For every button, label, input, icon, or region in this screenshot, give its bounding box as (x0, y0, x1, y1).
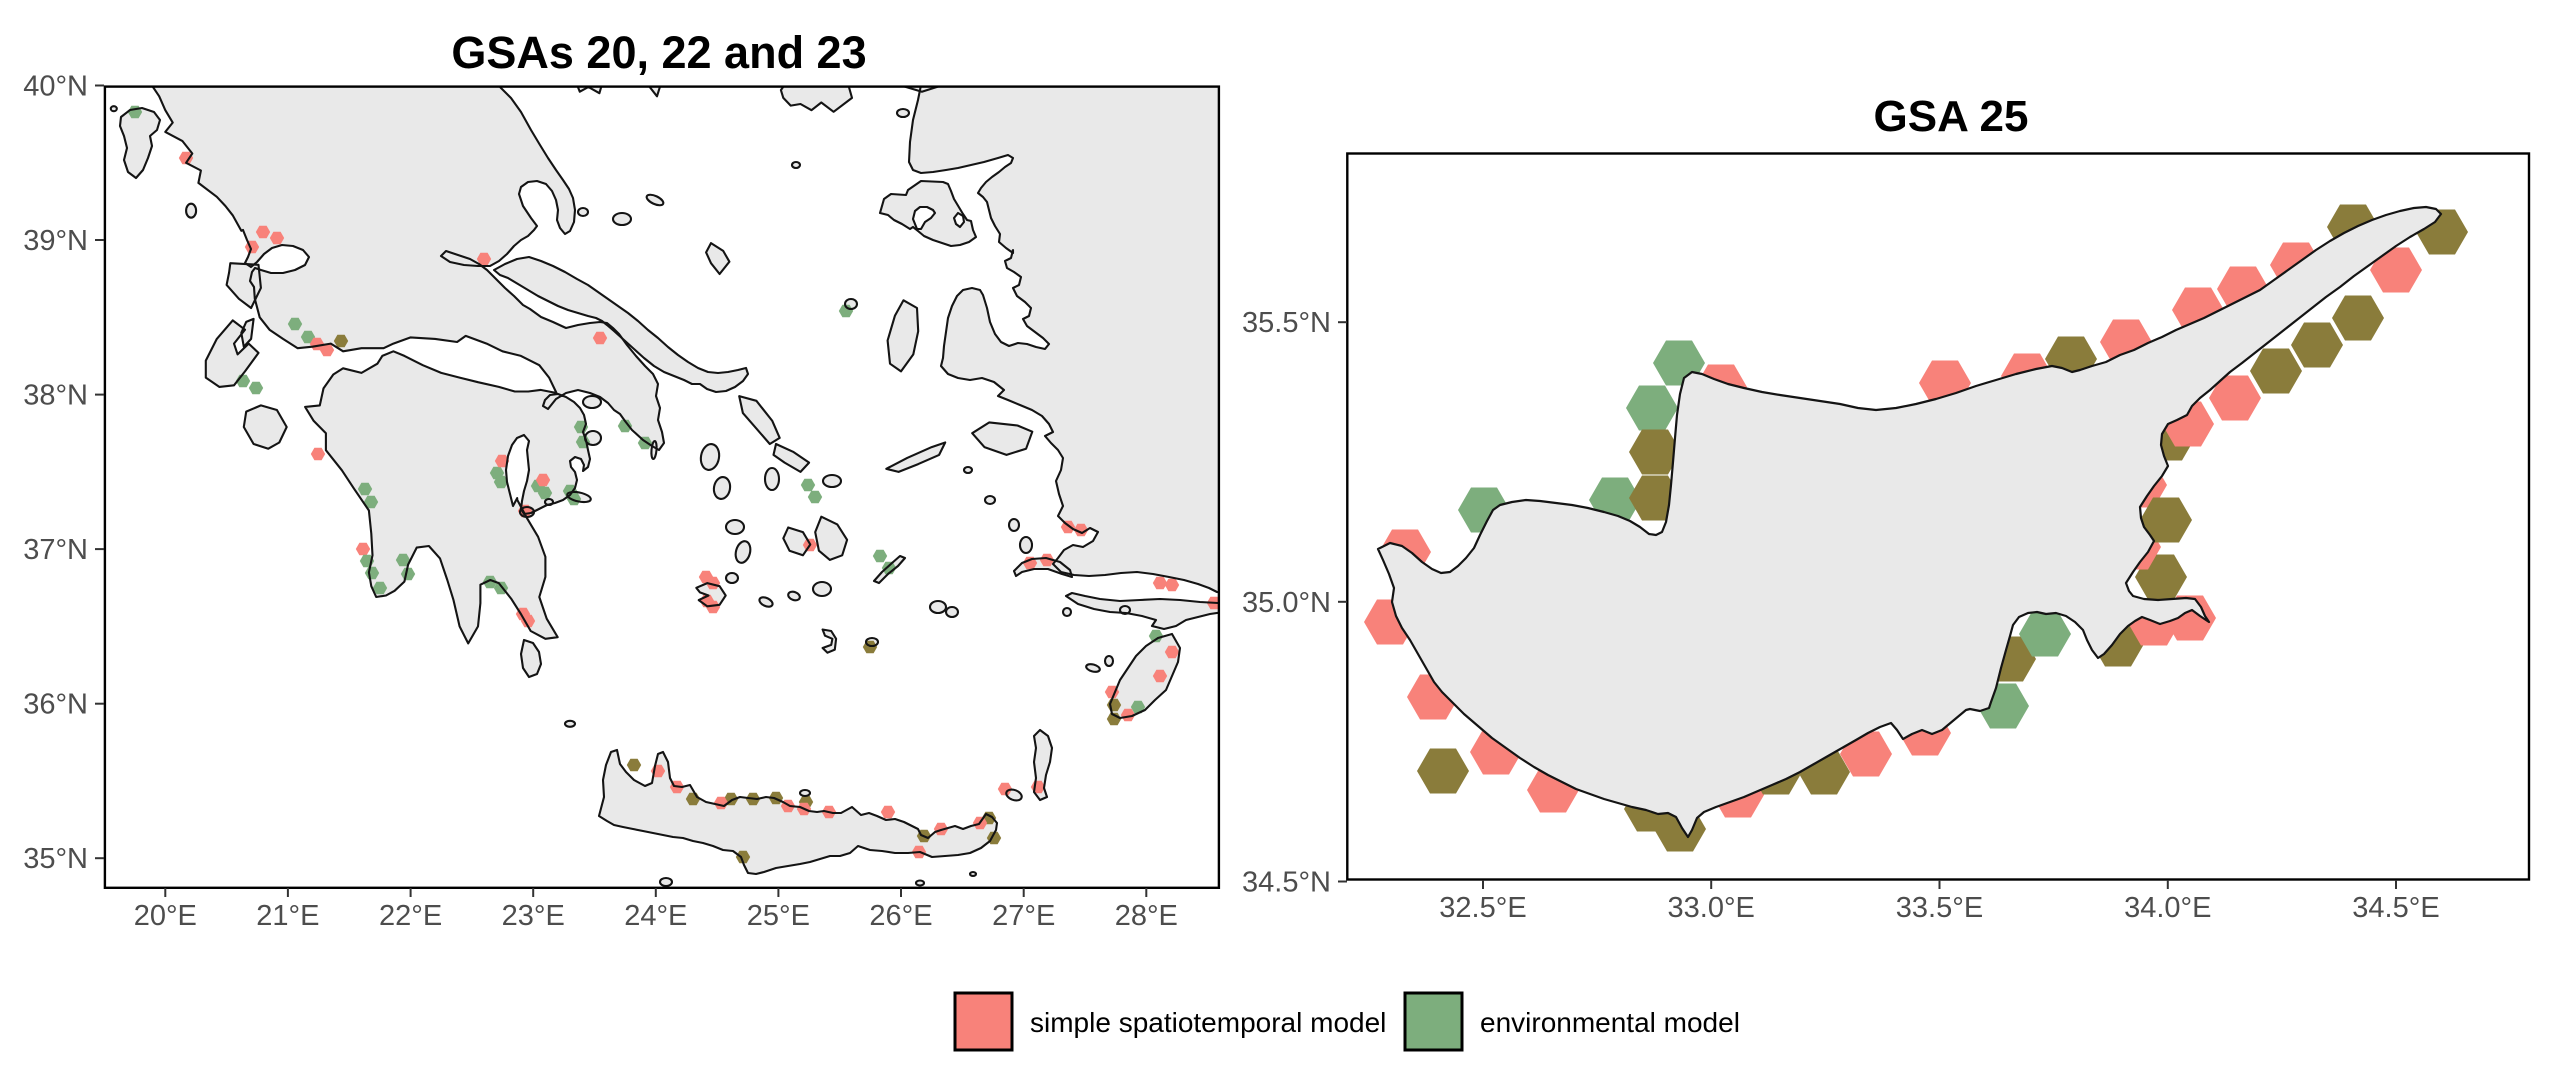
svg-text:33.5°E: 33.5°E (1896, 892, 1983, 924)
svg-text:environmental model: environmental model (1480, 1007, 1740, 1038)
svg-text:28°E: 28°E (1115, 900, 1178, 932)
svg-text:39°N: 39°N (23, 225, 88, 257)
svg-text:20°E: 20°E (134, 900, 197, 932)
svg-text:25°E: 25°E (747, 900, 810, 932)
svg-text:35°N: 35°N (23, 843, 88, 875)
svg-text:23°E: 23°E (502, 900, 565, 932)
svg-text:38°N: 38°N (23, 380, 88, 412)
svg-text:22°E: 22°E (379, 900, 442, 932)
svg-text:34.0°E: 34.0°E (2124, 892, 2211, 924)
svg-text:24°E: 24°E (624, 900, 687, 932)
svg-text:35.0°N: 35.0°N (1242, 587, 1331, 619)
svg-text:27°E: 27°E (992, 900, 1055, 932)
svg-text:simple spatiotemporal model: simple spatiotemporal model (1030, 1007, 1386, 1038)
svg-text:34.5°E: 34.5°E (2352, 892, 2439, 924)
svg-text:GSAs 20, 22 and 23: GSAs 20, 22 and 23 (451, 27, 866, 78)
svg-text:GSA 25: GSA 25 (1874, 92, 2029, 141)
svg-text:33.0°E: 33.0°E (1668, 892, 1755, 924)
svg-text:36°N: 36°N (23, 689, 88, 721)
svg-text:40°N: 40°N (23, 71, 88, 103)
svg-text:21°E: 21°E (256, 900, 319, 932)
svg-text:37°N: 37°N (23, 534, 88, 566)
svg-text:34.5°N: 34.5°N (1242, 867, 1331, 899)
svg-text:32.5°E: 32.5°E (1439, 892, 1526, 924)
svg-text:35.5°N: 35.5°N (1242, 307, 1331, 339)
svg-text:26°E: 26°E (869, 900, 932, 932)
